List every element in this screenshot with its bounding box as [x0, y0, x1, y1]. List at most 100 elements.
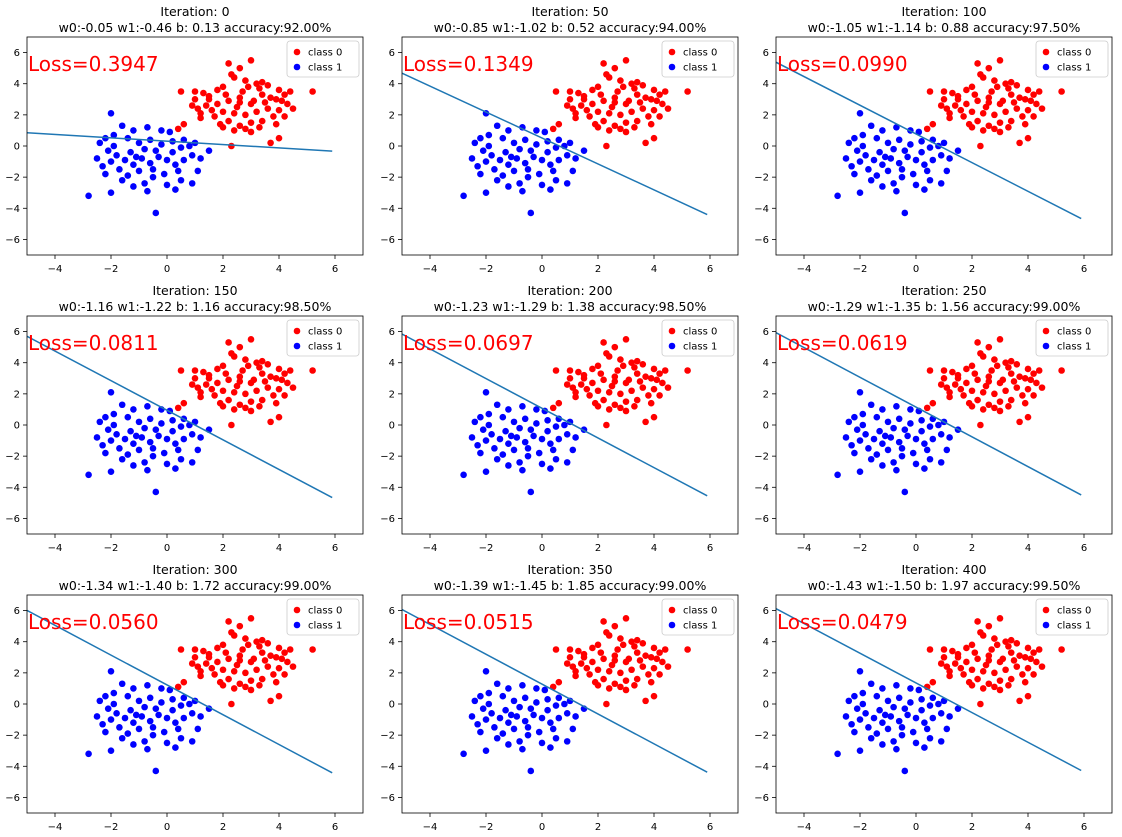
class-1-point — [895, 415, 903, 423]
class-0-point — [650, 365, 658, 373]
class-1-point — [555, 136, 563, 144]
class-0-point — [236, 122, 244, 130]
class-1-point — [853, 705, 861, 712]
class-0-point — [996, 658, 1004, 666]
class-1-point — [169, 706, 176, 714]
class-0-point — [991, 125, 998, 133]
class-1-point — [186, 700, 193, 708]
class-0-point — [219, 682, 227, 689]
class-0-point — [622, 407, 630, 415]
x-tick-label: 6 — [707, 822, 713, 833]
class-0-point — [622, 336, 630, 343]
class-0-point — [617, 77, 624, 84]
class-0-point — [1007, 636, 1015, 644]
y-tick-label: −2 — [5, 731, 20, 742]
class-1-point — [521, 136, 529, 144]
class-1-point — [188, 152, 196, 159]
class-0-point — [611, 343, 619, 351]
class-0-point — [1005, 364, 1012, 371]
class-0-point — [622, 128, 630, 136]
class-0-point — [577, 660, 585, 667]
class-1-point — [474, 441, 481, 449]
class-0-point — [603, 350, 610, 357]
decision-boundary-line — [402, 72, 708, 216]
class-0-point — [622, 119, 630, 126]
class-1-point — [921, 440, 928, 447]
class-0-point — [286, 367, 294, 374]
class-1-point — [502, 706, 509, 714]
y-tick-label: −4 — [380, 204, 395, 215]
class-0-point — [275, 134, 283, 142]
class-1-point — [533, 699, 540, 706]
class-0-point — [661, 646, 669, 653]
class-0-point — [628, 387, 635, 395]
subplot-subtitle: w0:-1.43 w1:-1.50 b: 1.97 accuracy:99.50… — [808, 578, 1081, 593]
class-0-point — [656, 671, 663, 678]
class-0-point — [589, 379, 596, 387]
class-1-point — [194, 725, 202, 733]
class-0-point — [566, 95, 574, 103]
class-1-point — [516, 703, 523, 711]
class-0-point — [996, 407, 1004, 415]
subplot-subtitle: w0:-1.29 w1:-1.35 b: 1.56 accuracy:99.00… — [808, 299, 1081, 314]
class-0-point — [1033, 100, 1040, 108]
class-1-point — [197, 155, 204, 162]
class-1-point — [499, 134, 507, 142]
class-0-point — [929, 120, 937, 128]
y-tick-label: 4 — [389, 637, 395, 648]
class-0-point — [242, 111, 249, 119]
y-tick-label: −4 — [5, 204, 20, 215]
class-1-point — [135, 418, 143, 426]
class-1-point — [921, 465, 928, 472]
class-1-point — [918, 696, 925, 703]
class-1-point — [177, 144, 185, 151]
class-1-point — [937, 180, 945, 187]
y-tick-label: 6 — [763, 327, 769, 338]
class-1-point — [493, 455, 501, 463]
class-1-point — [130, 685, 137, 692]
class-0-point — [940, 95, 948, 103]
class-1-point — [485, 700, 493, 708]
legend-label: class 1 — [308, 63, 342, 74]
class-0-point — [275, 106, 283, 114]
class-1-point — [152, 209, 160, 217]
class-0-point — [572, 389, 579, 396]
class-1-point — [146, 415, 154, 423]
class-0-point — [979, 668, 987, 675]
class-1-point — [505, 183, 512, 190]
class-0-point — [968, 641, 976, 649]
y-tick-label: −6 — [380, 793, 395, 804]
class-0-point — [202, 381, 210, 388]
class-0-point — [594, 124, 602, 131]
class-1-point — [477, 134, 484, 142]
class-1-point — [519, 187, 526, 195]
class-0-point — [946, 668, 953, 675]
class-0-point — [597, 370, 605, 377]
class-0-point — [230, 110, 238, 117]
x-tick-label: 4 — [1025, 264, 1031, 275]
class-1-point — [146, 438, 154, 446]
subplot-subtitle: w0:-0.85 w1:-1.02 b: 0.52 accuracy:94.00… — [434, 20, 707, 35]
class-1-point — [853, 426, 861, 433]
class-0-point — [555, 120, 563, 128]
legend-marker — [1042, 621, 1050, 629]
class-1-point — [169, 696, 176, 703]
loss-label: Loss=0.0990 — [777, 52, 908, 76]
class-0-point — [991, 404, 998, 412]
class-0-point — [622, 658, 630, 666]
x-tick-label: 0 — [539, 543, 545, 554]
legend: class 0 class 1 — [661, 598, 735, 636]
class-1-point — [851, 170, 858, 178]
class-1-point — [144, 466, 151, 474]
y-tick-label: 0 — [389, 700, 395, 711]
class-1-point — [197, 434, 204, 441]
class-1-point — [135, 167, 143, 175]
class-1-point — [859, 131, 867, 139]
class-1-point — [879, 440, 886, 447]
axes-frame — [26, 315, 364, 535]
legend-label: class 0 — [683, 606, 717, 617]
subplot-subtitle: w0:-0.05 w1:-0.46 b: 0.13 accuracy:92.00… — [59, 20, 332, 35]
class-0-point — [572, 110, 579, 117]
class-0-point — [622, 100, 630, 108]
